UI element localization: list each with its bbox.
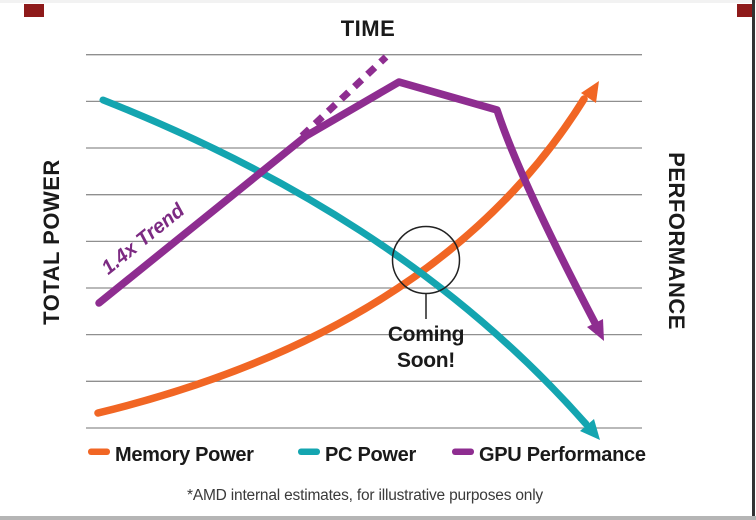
right-axis-label: PERFORMANCE (664, 152, 689, 330)
legend-label-memory-power: Memory Power (115, 444, 254, 466)
top-edge-strip (0, 0, 756, 3)
right-edge-line (752, 0, 755, 520)
legend-swatch-pc-power (298, 448, 320, 455)
series-lines (94, 54, 604, 440)
gridlines (86, 54, 642, 429)
chart-title: TIME (341, 16, 396, 41)
pc-power-line (99, 96, 590, 428)
legend-label-pc-power: PC Power (325, 444, 416, 466)
trend-dashed-line (299, 54, 389, 139)
legend-swatch-memory-power (88, 448, 110, 455)
pc-power-arrowhead (580, 419, 600, 440)
gpu-performance-arrowhead (587, 319, 604, 341)
memory-power-arrowhead (581, 81, 599, 103)
corner-mark-top-right (737, 4, 754, 17)
gpu-performance-line (95, 78, 599, 327)
legend: Memory Power PC Power GPU Performance (88, 444, 646, 466)
annotation-circle (391, 225, 461, 295)
coming-soon-label-line2: Soon! (397, 349, 455, 372)
left-axis-label: TOTAL POWER (39, 159, 64, 325)
legend-swatch-gpu-performance (452, 448, 474, 455)
memory-power-line (94, 95, 588, 417)
corner-mark-top-left (24, 4, 44, 17)
legend-label-gpu-performance: GPU Performance (479, 444, 646, 466)
coming-soon-label-line1: Coming (388, 323, 464, 346)
footnote: *AMD internal estimates, for illustrativ… (187, 487, 543, 504)
bottom-edge-strip (0, 516, 756, 520)
